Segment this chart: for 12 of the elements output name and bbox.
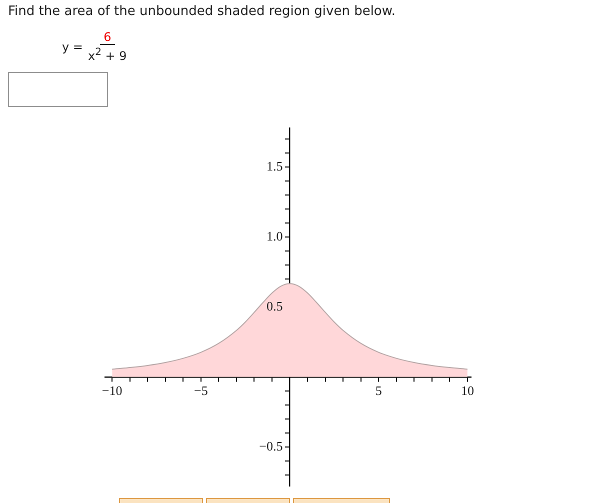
x-tick-label: 5 xyxy=(375,383,382,398)
text: x$^{2}$ + 9 xyxy=(88,46,127,64)
text: 6 xyxy=(100,30,116,45)
x-tick-label: 10 xyxy=(460,383,474,398)
x-tick-label: −5 xyxy=(194,383,208,398)
y-tick-label: 1.5 xyxy=(266,158,283,174)
y-tick-label: 0.5 xyxy=(266,298,283,314)
y-tick-label: −0.5 xyxy=(259,438,283,454)
text: y = xyxy=(62,40,83,54)
y-tick-label: 1.0 xyxy=(266,228,283,244)
x-tick-label: −10 xyxy=(102,383,122,398)
chart-title: Find the area of the unbounded shaded region given below. xyxy=(8,4,396,19)
